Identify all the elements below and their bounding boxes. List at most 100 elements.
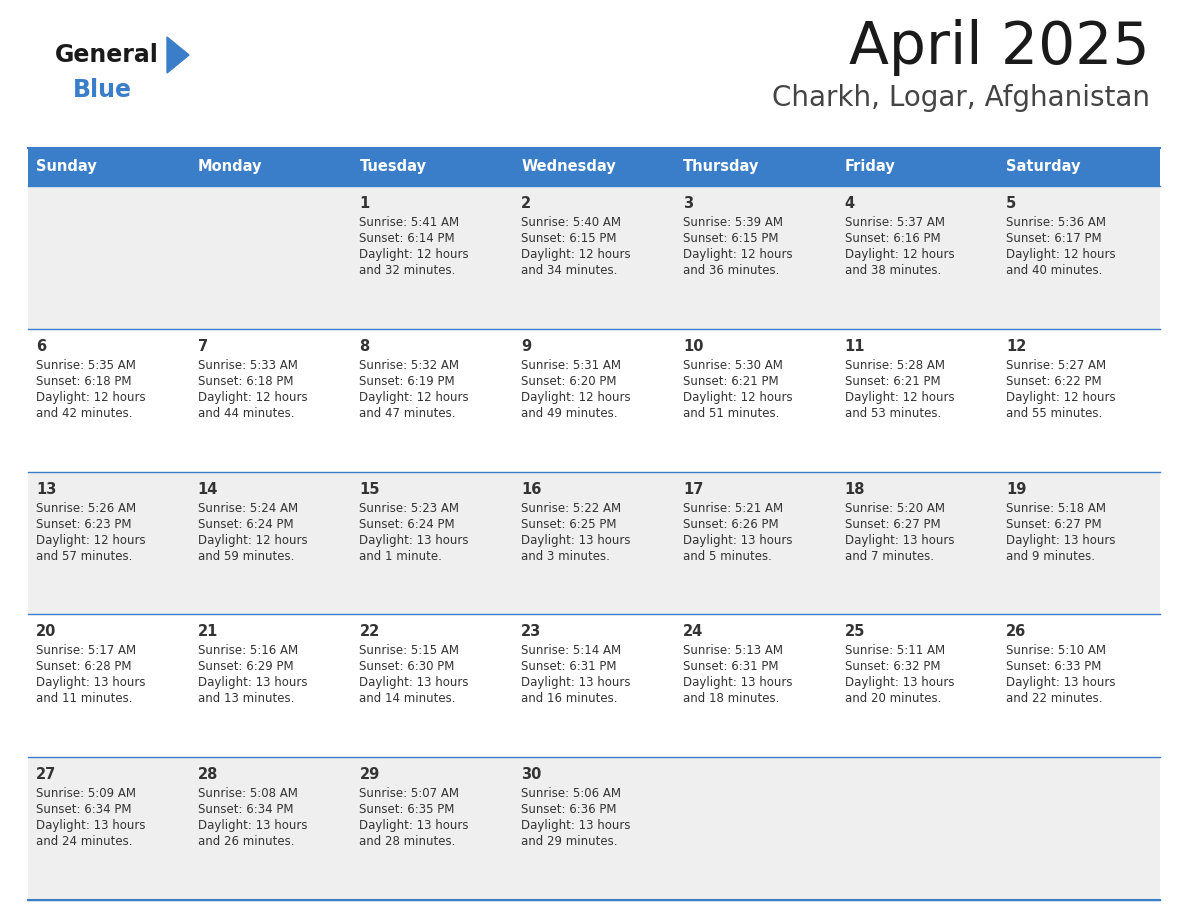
Text: Sunset: 6:16 PM: Sunset: 6:16 PM xyxy=(845,232,940,245)
Text: Daylight: 12 hours: Daylight: 12 hours xyxy=(197,391,308,404)
Text: Daylight: 12 hours: Daylight: 12 hours xyxy=(1006,248,1116,261)
Text: and 40 minutes.: and 40 minutes. xyxy=(1006,264,1102,277)
Text: 16: 16 xyxy=(522,482,542,497)
Text: Sunrise: 5:37 AM: Sunrise: 5:37 AM xyxy=(845,216,944,229)
Bar xyxy=(29,148,190,186)
Text: Sunrise: 5:27 AM: Sunrise: 5:27 AM xyxy=(1006,359,1106,372)
Text: 26: 26 xyxy=(1006,624,1026,640)
Text: 14: 14 xyxy=(197,482,219,497)
Text: and 11 minutes.: and 11 minutes. xyxy=(36,692,133,705)
Text: Daylight: 13 hours: Daylight: 13 hours xyxy=(36,677,145,689)
Bar xyxy=(29,186,1159,329)
Text: Sunset: 6:31 PM: Sunset: 6:31 PM xyxy=(522,660,617,674)
Text: Wednesday: Wednesday xyxy=(522,160,615,174)
Text: 7: 7 xyxy=(197,339,208,353)
Text: Daylight: 13 hours: Daylight: 13 hours xyxy=(845,677,954,689)
Text: and 22 minutes.: and 22 minutes. xyxy=(1006,692,1102,705)
Text: Daylight: 13 hours: Daylight: 13 hours xyxy=(683,533,792,546)
Text: and 44 minutes.: and 44 minutes. xyxy=(197,407,295,420)
Text: and 36 minutes.: and 36 minutes. xyxy=(683,264,779,277)
Text: and 9 minutes.: and 9 minutes. xyxy=(1006,550,1095,563)
Text: Daylight: 13 hours: Daylight: 13 hours xyxy=(360,677,469,689)
Text: Sunset: 6:19 PM: Sunset: 6:19 PM xyxy=(360,375,455,387)
Text: Sunrise: 5:15 AM: Sunrise: 5:15 AM xyxy=(360,644,460,657)
Text: and 16 minutes.: and 16 minutes. xyxy=(522,692,618,705)
Text: 6: 6 xyxy=(36,339,46,353)
Text: Daylight: 13 hours: Daylight: 13 hours xyxy=(522,677,631,689)
Text: Sunset: 6:29 PM: Sunset: 6:29 PM xyxy=(197,660,293,674)
Text: Sunrise: 5:28 AM: Sunrise: 5:28 AM xyxy=(845,359,944,372)
Text: Sunrise: 5:40 AM: Sunrise: 5:40 AM xyxy=(522,216,621,229)
Text: and 34 minutes.: and 34 minutes. xyxy=(522,264,618,277)
Text: and 29 minutes.: and 29 minutes. xyxy=(522,835,618,848)
Text: Sunset: 6:17 PM: Sunset: 6:17 PM xyxy=(1006,232,1102,245)
Text: Sunset: 6:20 PM: Sunset: 6:20 PM xyxy=(522,375,617,387)
Text: Sunset: 6:22 PM: Sunset: 6:22 PM xyxy=(1006,375,1102,387)
Text: Sunset: 6:30 PM: Sunset: 6:30 PM xyxy=(360,660,455,674)
Text: 30: 30 xyxy=(522,767,542,782)
Text: April 2025: April 2025 xyxy=(849,19,1150,76)
Text: Sunset: 6:24 PM: Sunset: 6:24 PM xyxy=(197,518,293,531)
Text: Sunday: Sunday xyxy=(36,160,96,174)
Bar xyxy=(836,148,998,186)
Text: and 53 minutes.: and 53 minutes. xyxy=(845,407,941,420)
Text: Tuesday: Tuesday xyxy=(360,160,426,174)
Text: Sunrise: 5:24 AM: Sunrise: 5:24 AM xyxy=(197,501,298,515)
Text: 11: 11 xyxy=(845,339,865,353)
Text: Monday: Monday xyxy=(197,160,263,174)
Text: 28: 28 xyxy=(197,767,219,782)
Text: Sunset: 6:33 PM: Sunset: 6:33 PM xyxy=(1006,660,1101,674)
Text: 21: 21 xyxy=(197,624,219,640)
Text: Daylight: 13 hours: Daylight: 13 hours xyxy=(360,819,469,833)
Text: Sunrise: 5:36 AM: Sunrise: 5:36 AM xyxy=(1006,216,1106,229)
Text: 27: 27 xyxy=(36,767,56,782)
Text: Sunset: 6:21 PM: Sunset: 6:21 PM xyxy=(845,375,940,387)
Text: 25: 25 xyxy=(845,624,865,640)
Text: and 26 minutes.: and 26 minutes. xyxy=(197,835,295,848)
Text: Sunrise: 5:33 AM: Sunrise: 5:33 AM xyxy=(197,359,297,372)
Text: Sunset: 6:35 PM: Sunset: 6:35 PM xyxy=(360,803,455,816)
Text: Daylight: 12 hours: Daylight: 12 hours xyxy=(683,248,792,261)
Text: and 49 minutes.: and 49 minutes. xyxy=(522,407,618,420)
Text: Sunrise: 5:18 AM: Sunrise: 5:18 AM xyxy=(1006,501,1106,515)
Text: Daylight: 13 hours: Daylight: 13 hours xyxy=(197,819,308,833)
Text: Daylight: 13 hours: Daylight: 13 hours xyxy=(360,533,469,546)
Text: Sunset: 6:36 PM: Sunset: 6:36 PM xyxy=(522,803,617,816)
Text: Daylight: 12 hours: Daylight: 12 hours xyxy=(197,533,308,546)
Text: 2: 2 xyxy=(522,196,531,211)
Text: Daylight: 13 hours: Daylight: 13 hours xyxy=(683,677,792,689)
Text: and 20 minutes.: and 20 minutes. xyxy=(845,692,941,705)
Text: and 1 minute.: and 1 minute. xyxy=(360,550,442,563)
Text: 19: 19 xyxy=(1006,482,1026,497)
Text: Daylight: 13 hours: Daylight: 13 hours xyxy=(197,677,308,689)
Text: Daylight: 12 hours: Daylight: 12 hours xyxy=(360,391,469,404)
Text: and 24 minutes.: and 24 minutes. xyxy=(36,835,133,848)
Text: Friday: Friday xyxy=(845,160,896,174)
Text: Sunrise: 5:41 AM: Sunrise: 5:41 AM xyxy=(360,216,460,229)
Bar xyxy=(998,148,1159,186)
Text: Sunrise: 5:11 AM: Sunrise: 5:11 AM xyxy=(845,644,944,657)
Text: Daylight: 13 hours: Daylight: 13 hours xyxy=(522,819,631,833)
Text: 23: 23 xyxy=(522,624,542,640)
Text: Sunset: 6:18 PM: Sunset: 6:18 PM xyxy=(197,375,293,387)
Text: Sunset: 6:15 PM: Sunset: 6:15 PM xyxy=(522,232,617,245)
Text: Sunrise: 5:20 AM: Sunrise: 5:20 AM xyxy=(845,501,944,515)
Text: and 14 minutes.: and 14 minutes. xyxy=(360,692,456,705)
Text: Sunset: 6:27 PM: Sunset: 6:27 PM xyxy=(845,518,940,531)
Text: Sunrise: 5:39 AM: Sunrise: 5:39 AM xyxy=(683,216,783,229)
Text: 12: 12 xyxy=(1006,339,1026,353)
Text: 4: 4 xyxy=(845,196,854,211)
Text: Sunrise: 5:23 AM: Sunrise: 5:23 AM xyxy=(360,501,460,515)
Text: and 3 minutes.: and 3 minutes. xyxy=(522,550,609,563)
Text: Blue: Blue xyxy=(72,78,132,102)
Text: 20: 20 xyxy=(36,624,56,640)
Text: Sunrise: 5:35 AM: Sunrise: 5:35 AM xyxy=(36,359,135,372)
Text: Daylight: 12 hours: Daylight: 12 hours xyxy=(360,248,469,261)
Text: 29: 29 xyxy=(360,767,380,782)
Text: Thursday: Thursday xyxy=(683,160,759,174)
Text: Sunrise: 5:16 AM: Sunrise: 5:16 AM xyxy=(197,644,298,657)
Text: Daylight: 12 hours: Daylight: 12 hours xyxy=(522,391,631,404)
Text: 24: 24 xyxy=(683,624,703,640)
Text: 8: 8 xyxy=(360,339,369,353)
Text: 10: 10 xyxy=(683,339,703,353)
